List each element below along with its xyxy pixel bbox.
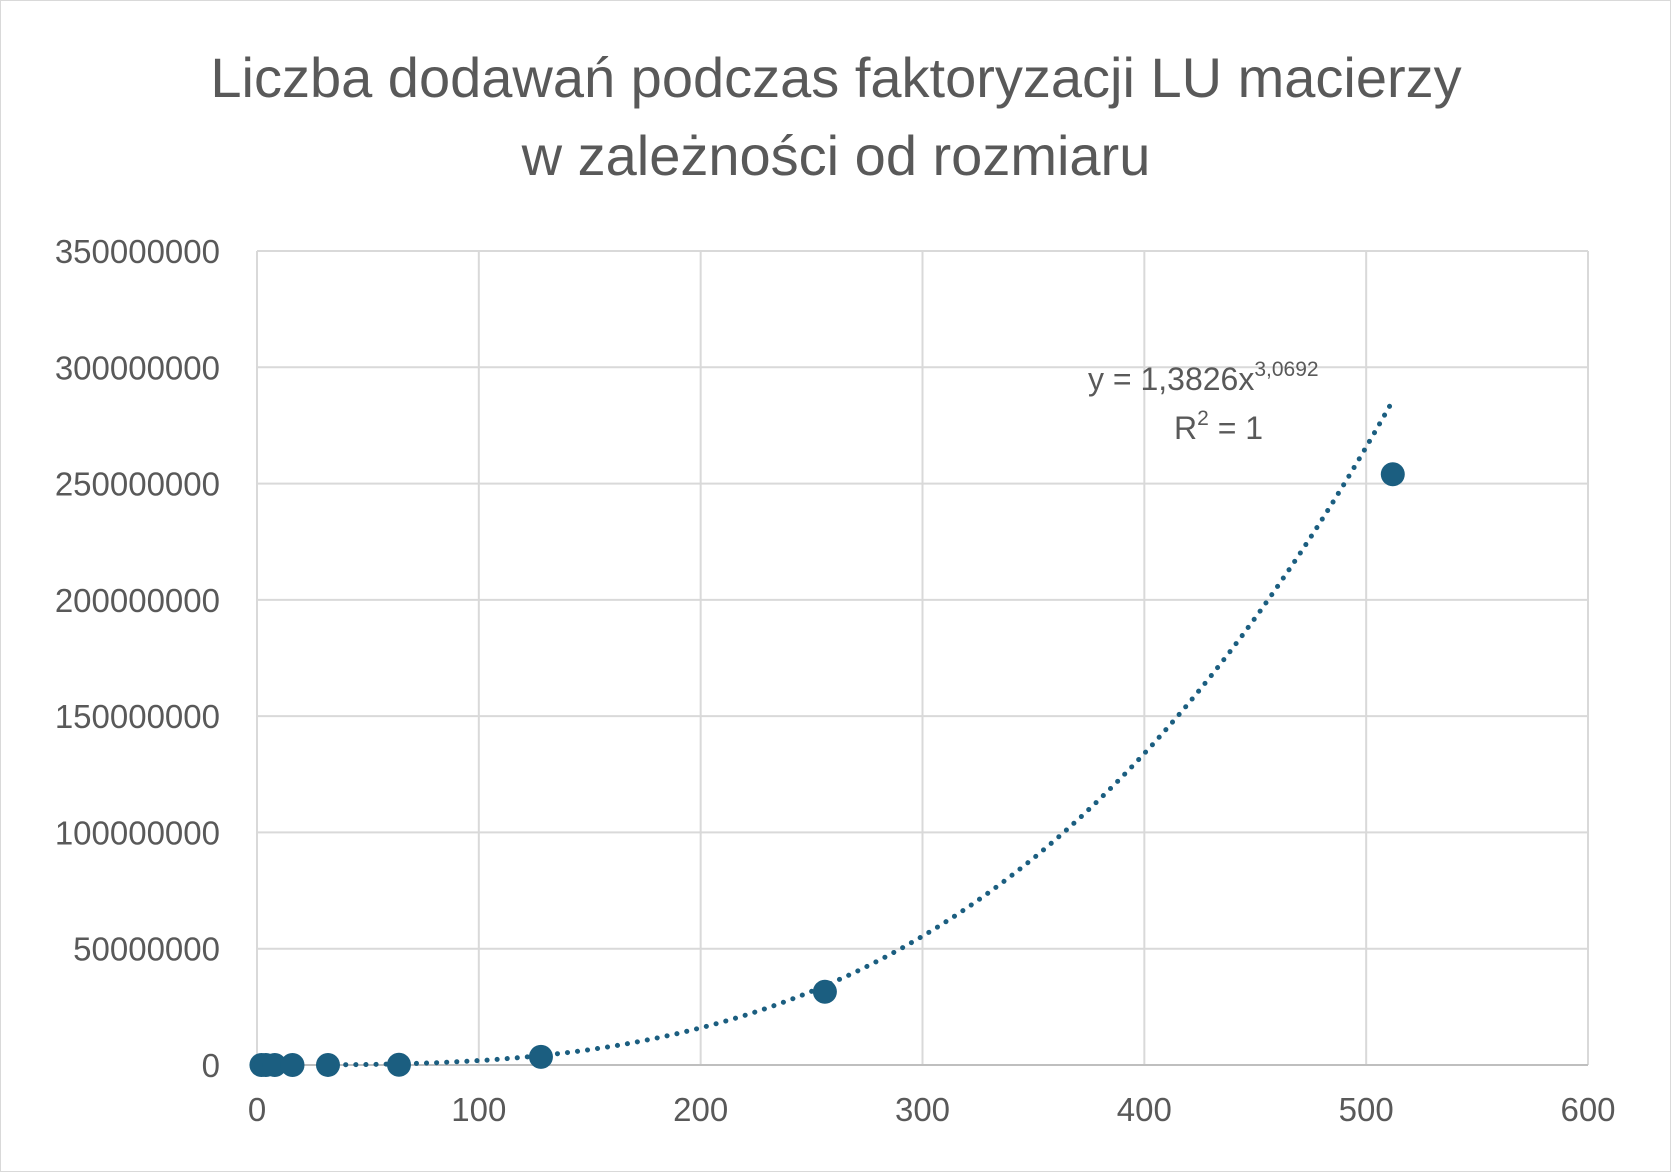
data-point [280,1052,305,1077]
data-point [262,1052,287,1077]
data-point [315,1052,340,1077]
chart-title-line1: Liczba dodawań podczas faktoryzacji LU m… [210,46,1461,109]
chart-title-line2: w zależności od rozmiaru [521,124,1151,187]
r-squared-exponent: 2 [1197,407,1209,430]
y-tick-label: 150000000 [55,698,220,735]
data-point [528,1044,553,1069]
trendline-equation-main: y = 1,3826x [1088,361,1254,397]
y-tick-label: 100000000 [55,814,220,851]
y-tick-label: 350000000 [55,233,220,270]
x-tick-label: 0 [248,1091,266,1128]
y-tick-label: 50000000 [73,931,220,968]
x-tick-label: 500 [1339,1091,1394,1128]
x-tick-label: 400 [1117,1091,1172,1128]
trendline-r-squared: R2 = 1 [1174,407,1263,446]
data-point [386,1052,411,1077]
r-squared-value: = 1 [1209,410,1263,446]
data-point [1380,462,1405,487]
x-tick-label: 200 [673,1091,728,1128]
data-point [812,979,837,1004]
x-tick-labels: 0 100 200 300 400 500 600 [248,1091,1616,1128]
y-tick-label: 0 [202,1047,220,1084]
x-tick-label: 300 [895,1091,950,1128]
y-tick-label: 300000000 [55,349,220,386]
trendline-path [343,397,1396,1068]
y-tick-label: 200000000 [55,582,220,619]
data-points [249,462,1405,1077]
x-tick-label: 100 [451,1091,506,1128]
x-tick-label: 600 [1560,1091,1615,1128]
gridlines [256,250,1589,1065]
y-tick-labels: 0 50000000 100000000 150000000 200000000 2500… [55,233,220,1084]
trendline [343,397,1396,1068]
y-tick-label: 250000000 [55,466,220,503]
trendline-equation: y = 1,3826x3,0692 [1088,358,1319,397]
trendline-equation-exponent: 3,0692 [1254,358,1318,381]
r-squared-base: R [1174,410,1197,446]
